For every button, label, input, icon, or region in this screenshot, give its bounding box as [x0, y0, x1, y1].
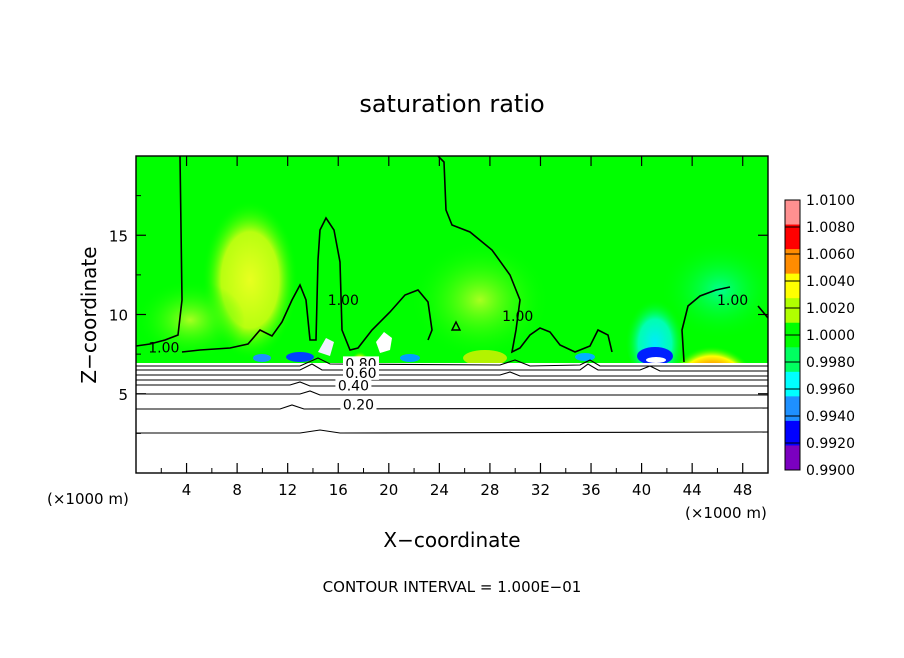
x-unit-left-label: (×1000 m)	[47, 490, 129, 508]
contour-label-bg	[335, 378, 372, 393]
y-tick-label: 15	[109, 227, 128, 245]
field-blue-23	[400, 354, 420, 362]
colorbar: 0.9900 0.9920 0.9940 0.9960 0.9980 1.0000 1.00…	[784, 193, 855, 479]
field-white-patch-20	[376, 332, 392, 353]
field-blue-8	[253, 354, 271, 362]
colorbar-swatch	[785, 445, 800, 471]
colorbar-label: 0.9920	[806, 436, 855, 452]
colorbar-swatch	[785, 273, 800, 299]
colorbar-label: 0.9900	[806, 463, 855, 479]
x-tick-label: 24	[430, 481, 449, 499]
field-blue-36	[575, 353, 595, 361]
colorbar-swatch	[785, 249, 800, 275]
contour-1.00-small	[450, 320, 462, 331]
contour-label: 0.60	[345, 366, 376, 382]
x-axis-label: X−coordinate	[383, 528, 520, 552]
ground-band	[136, 363, 768, 473]
contour-label-bg	[340, 397, 377, 412]
contour-label: 1.00	[717, 293, 748, 309]
contour-0.50	[136, 381, 768, 387]
colorbar-swatch	[785, 224, 800, 250]
x-tick-label: 40	[632, 481, 651, 499]
contour-0.90	[136, 357, 768, 367]
contour-0.30	[136, 404, 768, 410]
contour-label: 1.00	[328, 293, 359, 309]
field-lime-mid	[410, 240, 550, 360]
y-axis: 5 10 15	[109, 195, 768, 434]
contour-0.40	[136, 390, 768, 396]
colorbar-label: 0.9960	[806, 382, 855, 398]
contour-0.10	[136, 429, 768, 434]
contour-label: 0.20	[343, 398, 374, 414]
x-tick-label: 32	[531, 481, 550, 499]
field-blue-13	[286, 352, 314, 362]
colorbar-swatch	[785, 200, 800, 226]
colorbar-label: 0.9940	[806, 409, 855, 425]
contour-label: 0.40	[338, 379, 369, 395]
y-axis-label: Z−coordinate	[77, 246, 101, 383]
colorbar-label: 1.0000	[806, 328, 855, 344]
colorbar-label: 1.0060	[806, 247, 855, 263]
colorbar-label: 0.9980	[806, 355, 855, 371]
contour-label-bg	[342, 365, 379, 380]
x-tick-label: 44	[683, 481, 702, 499]
x-tick-label: 12	[278, 481, 297, 499]
contour-1.00-left	[136, 156, 433, 353]
x-tick-label: 16	[329, 481, 348, 499]
contour-labels: 1.001.001.001.000.800.600.400.20	[148, 293, 748, 414]
chart-title: saturation ratio	[359, 90, 544, 118]
x-tick-label: 36	[581, 481, 600, 499]
contour-1.00-mid	[437, 156, 613, 354]
x-tick-label: 8	[232, 481, 242, 499]
colorbar-swatch	[785, 371, 800, 397]
x-tick-label: 4	[182, 481, 192, 499]
x-tick-label: 20	[379, 481, 398, 499]
colorbar-label: 1.0100	[806, 193, 855, 209]
y-tick-label: 10	[109, 307, 128, 325]
x-axis: 4 8 12 16 20 24 28 32 36 40 44 48	[160, 156, 752, 499]
x-tick-label: 28	[480, 481, 499, 499]
contour-0.80	[136, 363, 768, 372]
field-white-patch-15	[318, 338, 334, 356]
x-tick-label: 48	[733, 481, 752, 499]
plot-area	[136, 156, 768, 473]
contour-0.70	[136, 371, 768, 377]
field-yellow-27	[463, 350, 507, 366]
contour-interval-note: CONTOUR INTERVAL = 1.000E−01	[323, 578, 582, 596]
contour-1.00-right	[681, 286, 768, 363]
contour-label: 1.00	[502, 309, 533, 325]
colorbar-label: 1.0020	[806, 301, 855, 317]
colorbar-label: 1.0040	[806, 274, 855, 290]
colorbar-swatch	[785, 298, 800, 324]
colorbar-label: 1.0080	[806, 220, 855, 236]
colorbar-swatch	[785, 347, 800, 373]
field-white-40	[646, 357, 666, 363]
y-tick-label: 5	[118, 386, 128, 404]
contour-label: 1.00	[148, 341, 179, 357]
colorbar-swatch	[785, 420, 800, 446]
colorbar-swatch	[785, 396, 800, 422]
x-unit-right-label: (×1000 m)	[685, 504, 767, 522]
